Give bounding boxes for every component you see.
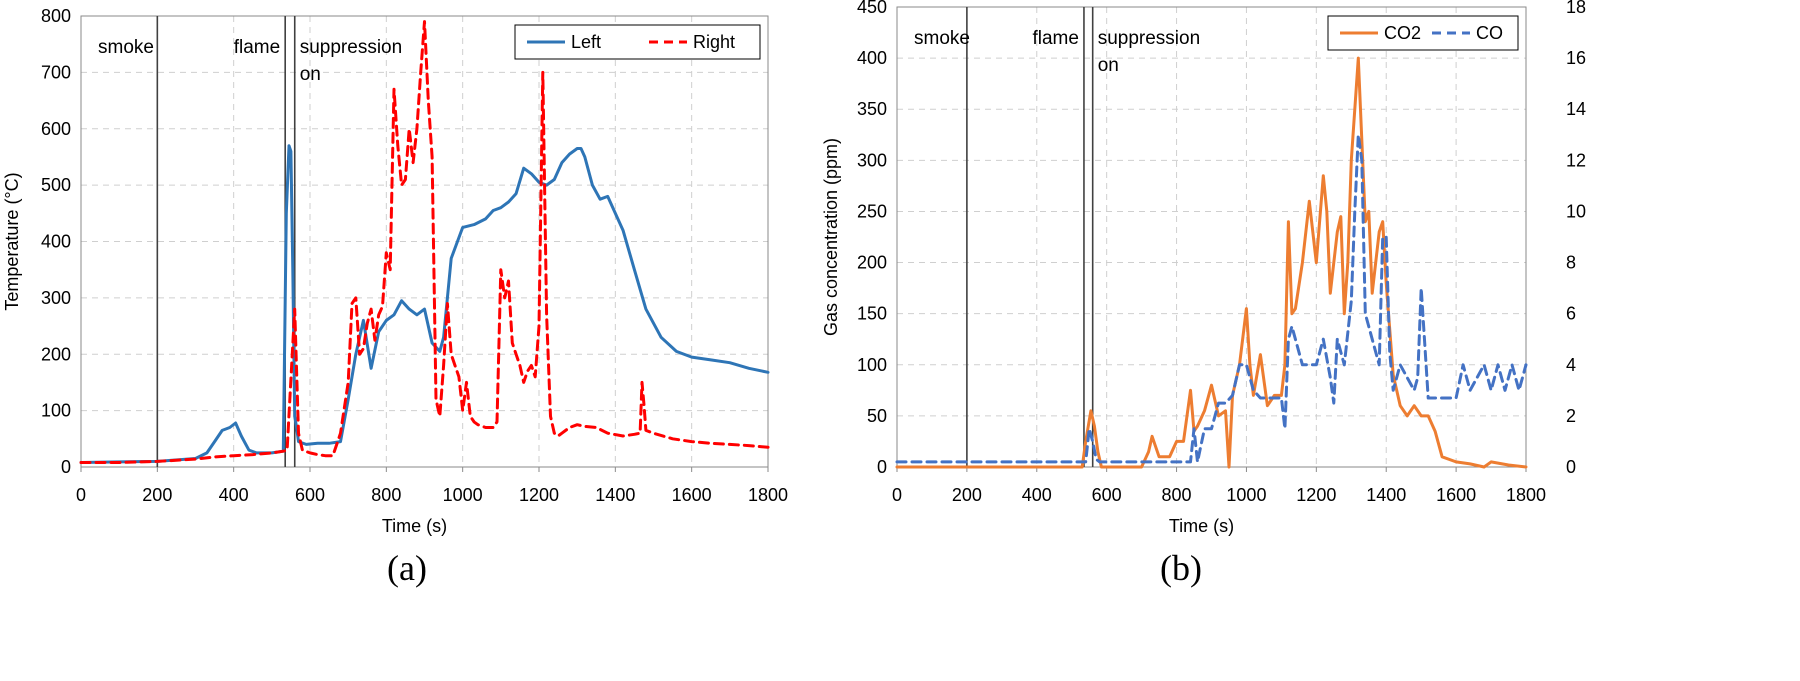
y-tick-label: 300 <box>857 150 887 170</box>
plot-frame <box>80 15 769 468</box>
y-tick-label: 0 <box>61 457 71 477</box>
x-tick-label: 0 <box>76 485 86 505</box>
phase-label: on <box>300 64 321 85</box>
y-axis-title: Temperature (°C) <box>2 172 22 310</box>
legend-label: CO2 <box>1384 23 1421 43</box>
x-tick-label: 400 <box>1022 485 1052 505</box>
y-tick-label: 100 <box>857 355 887 375</box>
chart-panel-a: 0 200 400 600 800 1000 1200 1400 1600 1800 0 100 200… <box>2 6 788 588</box>
x-tick-label: 1000 <box>443 485 483 505</box>
y2-tick-label: 2 <box>1566 406 1576 426</box>
y2-tick-label: 18 <box>1566 0 1586 17</box>
phase-label: smoke <box>914 28 970 49</box>
x-tick-label: 1800 <box>748 485 788 505</box>
phase-label: on <box>1098 55 1119 76</box>
y-tick-label: 450 <box>857 0 887 17</box>
plot-frame <box>896 6 1527 468</box>
phase-label: suppression <box>1098 28 1200 49</box>
x-tick-label: 200 <box>952 485 982 505</box>
x-tick-label: 1000 <box>1226 485 1266 505</box>
y2-tick-label: 10 <box>1566 201 1586 221</box>
series-line-right <box>79 20 770 464</box>
y-tick-label: 400 <box>857 48 887 68</box>
y-tick-label: 150 <box>857 304 887 324</box>
y2-tick-label: 8 <box>1566 253 1576 273</box>
legend-label: CO <box>1476 23 1503 43</box>
panel-label: (b) <box>1160 548 1202 588</box>
phase-label: flame <box>234 37 280 58</box>
series-line-co2 <box>895 56 1528 469</box>
x-tick-label: 400 <box>219 485 249 505</box>
phase-label: suppression <box>300 37 402 58</box>
x-tick-label: 1600 <box>672 485 712 505</box>
x-tick-label: 1600 <box>1436 485 1476 505</box>
x-tick-label: 1400 <box>1366 485 1406 505</box>
y-axis-title: Gas concentration (ppm) <box>821 138 841 336</box>
series-line-left <box>79 144 770 464</box>
y2-tick-label: 4 <box>1566 355 1576 375</box>
y-tick-label: 200 <box>857 253 887 273</box>
y-tick-label: 50 <box>867 406 887 426</box>
x-axis-title: Time (s) <box>382 516 447 536</box>
x-axis-title: Time (s) <box>1169 516 1234 536</box>
y-tick-label: 0 <box>877 457 887 477</box>
x-tick-label: 1200 <box>1296 485 1336 505</box>
y2-tick-label: 0 <box>1566 457 1576 477</box>
x-tick-label: 1200 <box>519 485 559 505</box>
x-tick-label: 200 <box>142 485 172 505</box>
y2-tick-label: 12 <box>1566 150 1586 170</box>
y-tick-label: 400 <box>41 232 71 252</box>
series-line-co <box>895 133 1528 464</box>
legend-label: Right <box>693 32 735 52</box>
y-tick-label: 200 <box>41 344 71 364</box>
x-tick-label: 600 <box>1092 485 1122 505</box>
y-tick-label: 100 <box>41 401 71 421</box>
y-tick-label: 250 <box>857 201 887 221</box>
x-tick-label: 600 <box>295 485 325 505</box>
panel-label: (a) <box>387 548 427 588</box>
y-tick-label: 800 <box>41 6 71 26</box>
legend: CO2 CO <box>1327 15 1519 51</box>
phase-label: smoke <box>98 37 154 58</box>
chart-panel-b: 0 200 400 600 800 1000 1200 1400 1600 18000501001… <box>821 0 1586 588</box>
x-tick-label: 800 <box>1162 485 1192 505</box>
y2-tick-label: 14 <box>1566 99 1586 119</box>
phase-label: flame <box>1032 28 1078 49</box>
x-tick-label: 1400 <box>595 485 635 505</box>
x-tick-label: 1800 <box>1506 485 1546 505</box>
y2-tick-label: 16 <box>1566 48 1586 68</box>
y2-tick-label: 6 <box>1566 304 1576 324</box>
y-tick-label: 600 <box>41 119 71 139</box>
y-tick-label: 700 <box>41 62 71 82</box>
x-tick-label: 0 <box>892 485 902 505</box>
legend: Left Right <box>514 24 761 60</box>
y-tick-label: 350 <box>857 99 887 119</box>
y-tick-label: 300 <box>41 288 71 308</box>
legend-label: Left <box>571 32 601 52</box>
x-tick-label: 800 <box>371 485 401 505</box>
y-tick-label: 500 <box>41 175 71 195</box>
